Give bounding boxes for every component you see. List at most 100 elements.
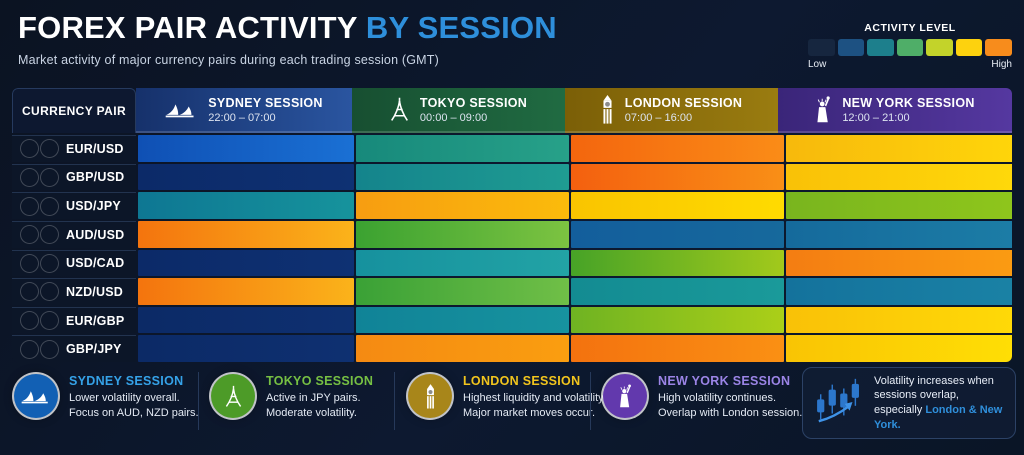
tokyo-tower-icon bbox=[211, 374, 255, 418]
page-title: FOREX PAIR ACTIVITY BY SESSION bbox=[18, 10, 557, 46]
eu-flag-icon bbox=[21, 140, 38, 157]
au-flag-icon bbox=[21, 226, 38, 243]
activity-swatch bbox=[926, 39, 953, 56]
legend-text: TOKYO SESSION Active in JPY pairs. Modera… bbox=[266, 374, 373, 422]
activity-cell-london bbox=[571, 220, 784, 248]
activity-cell-sydney bbox=[138, 163, 354, 191]
legend-session-title: SYDNEY SESSION bbox=[69, 374, 184, 388]
session-name: SYDNEY SESSION bbox=[208, 95, 323, 110]
table-row-eurusd: EUR/USD bbox=[12, 135, 1012, 162]
activity-cell-newyork bbox=[786, 306, 1012, 334]
eu-flag-icon bbox=[21, 312, 38, 329]
currency-pair-cell: AUD/USD bbox=[12, 220, 136, 248]
us-flag-icon bbox=[41, 283, 58, 300]
session-legend: SYDNEY SESSION Lower volatility overall.… bbox=[0, 362, 1024, 455]
activity-cell-london bbox=[571, 135, 784, 162]
column-header-newyork-session: NEW YORK SESSION 12:00 – 21:00 bbox=[778, 88, 1012, 133]
activity-cell-sydney bbox=[138, 278, 354, 305]
table-row-gbpusd: GBP/USD bbox=[12, 163, 1012, 191]
legend-text: SYDNEY SESSION Lower volatility overall.… bbox=[69, 374, 199, 422]
legend-session-desc: Lower volatility overall. Focus on AUD, N… bbox=[69, 392, 199, 420]
session-header-text: LONDON SESSION 07:00 – 16:00 bbox=[625, 96, 742, 124]
us-flag-icon bbox=[41, 226, 58, 243]
candlestick-chart-icon bbox=[813, 376, 865, 431]
table-row-gbpjpy: GBP/JPY bbox=[12, 335, 1012, 362]
highlighted-sessions: London & New York. bbox=[874, 404, 1003, 431]
legend-session-desc: Active in JPY pairs. Moderate volatility. bbox=[266, 392, 361, 420]
subtitle: Market activity of major currency pairs … bbox=[18, 53, 439, 67]
title-main: FOREX PAIR ACTIVITY bbox=[18, 10, 358, 45]
table-row-eurgbp: EUR/GBP bbox=[12, 306, 1012, 334]
pair-label: AUD/USD bbox=[66, 227, 125, 242]
table-row-audusd: AUD/USD bbox=[12, 220, 1012, 248]
activity-swatch bbox=[867, 39, 894, 56]
legend-session-title: TOKYO SESSION bbox=[266, 374, 374, 388]
activity-cell-london bbox=[571, 306, 784, 334]
column-header-london-session: LONDON SESSION 07:00 – 16:00 bbox=[565, 88, 778, 133]
pair-label: USD/CAD bbox=[66, 256, 125, 271]
column-header-sydney-session: SYDNEY SESSION 22:00 – 07:00 bbox=[136, 88, 352, 133]
activity-swatch bbox=[808, 39, 835, 56]
activity-cell-newyork bbox=[786, 192, 1012, 219]
activity-cell-tokyo bbox=[356, 306, 569, 334]
activity-level-legend: ACTIVITY LEVEL Low High bbox=[808, 22, 1013, 70]
activity-swatch bbox=[985, 39, 1013, 56]
legend-text: NEW YORK SESSION High volatility continu… bbox=[658, 374, 802, 422]
activity-swatch bbox=[896, 39, 924, 56]
divider bbox=[590, 372, 591, 430]
activity-cell-sydney bbox=[138, 335, 354, 362]
activity-cell-tokyo bbox=[356, 163, 569, 191]
activity-level-label: ACTIVITY LEVEL bbox=[864, 22, 956, 34]
table-header-row: CURRENCY PAIR SYDNEY SESSION 22:00 – 07:… bbox=[12, 88, 1012, 133]
legend-tokyo-session: TOKYO SESSION Active in JPY pairs. Modera… bbox=[211, 374, 373, 422]
activity-cell-newyork bbox=[786, 163, 1012, 191]
volatility-note-text: Volatility increases when sessions overl… bbox=[874, 374, 1003, 431]
nz-flag-icon bbox=[21, 283, 38, 300]
us-flag-icon bbox=[21, 198, 38, 215]
low-label: Low bbox=[808, 59, 827, 70]
activity-cell-newyork bbox=[786, 249, 1012, 277]
activity-cell-london bbox=[571, 335, 784, 362]
activity-cell-tokyo bbox=[356, 192, 569, 219]
activity-cell-sydney bbox=[138, 220, 354, 248]
volatility-note: Volatility increases when sessions overl… bbox=[802, 367, 1016, 439]
currency-pair-cell: EUR/USD bbox=[12, 135, 136, 162]
session-name: TOKYO SESSION bbox=[419, 95, 528, 110]
column-header-currency-pair: CURRENCY PAIR bbox=[12, 88, 136, 133]
currency-pair-cell: GBP/JPY bbox=[12, 335, 136, 362]
session-time: 00:00 – 09:00 bbox=[419, 111, 488, 124]
pair-label: USD/JPY bbox=[66, 199, 121, 214]
legend-text: LONDON SESSION Highest liquidity and vol… bbox=[463, 374, 606, 422]
legend-session-desc: Highest liquidity and volatility. Major m… bbox=[463, 392, 606, 420]
tokyo-tower-icon bbox=[390, 97, 409, 122]
activity-swatch bbox=[837, 39, 865, 56]
us-flag-icon bbox=[41, 169, 58, 186]
session-time: 22:00 – 07:00 bbox=[208, 111, 276, 124]
session-time: 12:00 – 21:00 bbox=[842, 111, 910, 124]
divider bbox=[394, 372, 395, 430]
high-label: High bbox=[991, 59, 1012, 70]
legend-newyork-session: NEW YORK SESSION High volatility continu… bbox=[603, 374, 802, 422]
currency-pair-header-label: CURRENCY PAIR bbox=[21, 104, 127, 118]
currency-pair-cell: USD/JPY bbox=[12, 192, 136, 219]
gb-flag-icon bbox=[21, 341, 38, 358]
pair-label: NZD/USD bbox=[66, 284, 123, 299]
activity-cell-london bbox=[571, 249, 784, 277]
session-header-text: SYDNEY SESSION 22:00 – 07:00 bbox=[208, 96, 322, 124]
legend-session-title: LONDON SESSION bbox=[463, 374, 581, 388]
table-row-usdcad: USD/CAD bbox=[12, 249, 1012, 277]
currency-pair-cell: NZD/USD bbox=[12, 278, 136, 305]
table-body: EUR/USD GBP/USD bbox=[12, 135, 1012, 362]
activity-cell-tokyo bbox=[356, 335, 569, 362]
big-ben-icon bbox=[408, 374, 452, 418]
activity-cell-sydney bbox=[138, 306, 354, 334]
activity-cell-newyork bbox=[786, 220, 1012, 248]
pair-label: GBP/JPY bbox=[66, 342, 122, 357]
jp-flag-icon bbox=[41, 341, 58, 358]
column-header-tokyo-session: TOKYO SESSION 00:00 – 09:00 bbox=[352, 88, 565, 133]
legend-sydney-session: SYDNEY SESSION Lower volatility overall.… bbox=[14, 374, 199, 422]
activity-cell-newyork bbox=[786, 278, 1012, 305]
activity-level-range: Low High bbox=[808, 59, 1012, 70]
session-name: NEW YORK SESSION bbox=[842, 95, 975, 110]
activity-cell-newyork bbox=[786, 335, 1012, 362]
